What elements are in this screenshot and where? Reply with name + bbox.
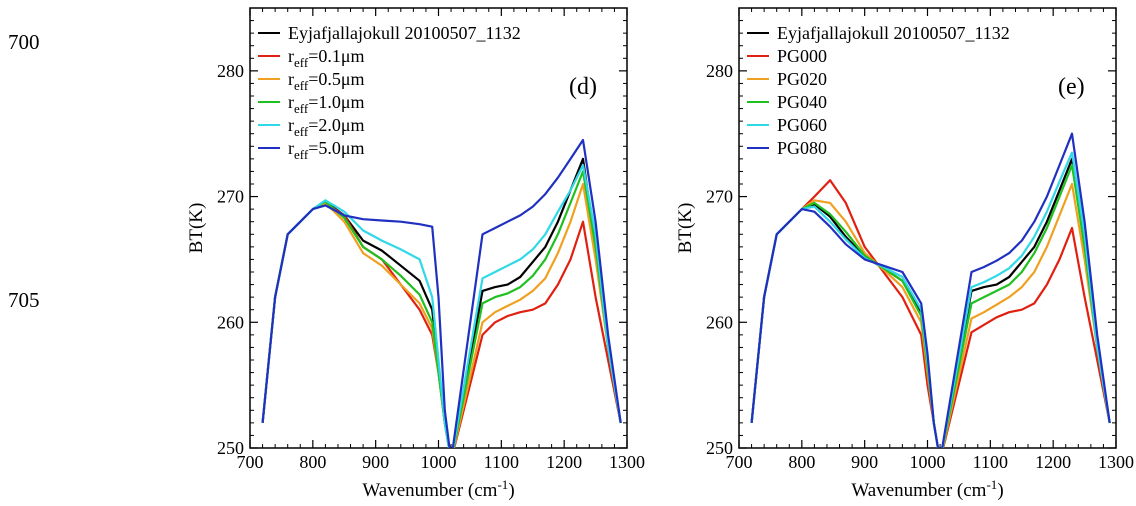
x-tick-label: 1200 [1035,452,1071,472]
series-line-r-eff-0-5-m [261,182,622,448]
x-axis-label: Wavenumber (cm-1) [851,477,1003,501]
series-line-r-eff-0-1-m [261,201,622,448]
legend-label: reff=2.0μm [288,115,365,139]
x-tick-label: 800 [788,452,815,472]
panel-label: (e) [1058,74,1085,100]
y-tick-label: 260 [217,312,244,332]
x-tick-label: 800 [299,452,326,472]
x-tick-label: 900 [851,452,878,472]
x-tick-label: 1000 [421,452,457,472]
x-tick-label: 900 [362,452,389,472]
x-tick-label: 1300 [1098,452,1134,472]
legend-label: reff=0.1μm [288,46,365,70]
legend-label: reff=1.0μm [288,92,365,116]
legend-item: reff=0.1μm [258,46,365,70]
x-tick-label: 1300 [609,452,645,472]
legend-item: PG080 [747,138,827,158]
x-tick-label: 700 [726,452,753,472]
legend-label: PG040 [777,92,827,112]
panel-label: (d) [569,74,597,100]
legend-item: reff=1.0μm [258,92,365,116]
legend-label: PG020 [777,69,827,89]
line-number-705: 705 [8,288,40,312]
x-tick-label: 1100 [484,452,519,472]
legend-item: PG020 [747,69,827,89]
y-tick-label: 260 [706,312,733,332]
series-line-eyjafjallajokull-20100507-1132 [261,157,622,448]
legend-item: reff=2.0μm [258,115,365,139]
y-tick-label: 250 [706,438,733,458]
y-tick-label: 250 [217,438,244,458]
chart-panel-1: 700 800 900 1000 1100 1200 1300 250 260 270 280 Wav… [186,7,645,501]
x-tick-label: 700 [237,452,264,472]
legend-label: PG060 [777,115,827,135]
y-tick-label: 270 [706,187,733,207]
legend-label: reff=0.5μm [288,69,365,93]
x-axis-label: Wavenumber (cm-1) [362,477,514,501]
legend-item: Eyjafjallajokull 20100507_1132 [747,23,1010,43]
series-line-pg080 [750,132,1111,448]
legend-item: PG040 [747,92,827,112]
legend-label: PG000 [777,46,827,66]
series-line-r-eff-5-0-m [261,138,622,448]
legend-item: reff=5.0μm [258,138,365,162]
legend-item: reff=0.5μm [258,69,365,93]
legend-item: Eyjafjallajokull 20100507_1132 [258,23,521,43]
line-number-700: 700 [8,30,40,54]
series-line-r-eff-1-0-m [261,170,622,448]
y-axis-label: BT(K) [675,203,696,254]
x-tick-label: 1000 [910,452,946,472]
legend-item: PG060 [747,115,827,135]
y-axis-label: BT(K) [186,203,207,254]
y-tick-label: 270 [217,187,244,207]
series-line-pg020 [750,182,1111,448]
legend-label: reff=5.0μm [288,138,365,162]
legend-label: Eyjafjallajokull 20100507_1132 [777,23,1010,43]
x-tick-label: 1100 [973,452,1008,472]
y-tick-label: 280 [217,61,244,81]
legend-item: PG000 [747,46,827,66]
legend-label: Eyjafjallajokull 20100507_1132 [288,23,521,43]
y-tick-label: 280 [706,61,733,81]
series-line-r-eff-2-0-m [261,164,622,448]
chart-panel-2: 700 800 900 1000 1100 1200 1300 250 260 270 280 Wav… [675,7,1134,501]
x-tick-label: 1200 [546,452,582,472]
legend-label: PG080 [777,138,827,158]
